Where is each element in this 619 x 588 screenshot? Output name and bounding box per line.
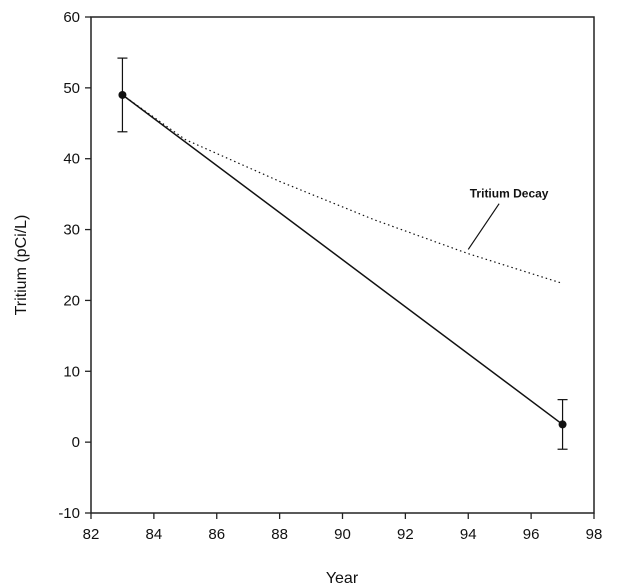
annotation-pointer (467, 203, 500, 250)
series-layer (117, 57, 568, 450)
decay-curve-line (122, 94, 563, 284)
x-axis: 82 84 86 88 90 92 94 96 98 (83, 513, 603, 543)
y-tick-label: 0 (72, 434, 80, 451)
x-tick-label: 94 (460, 526, 477, 543)
x-tick-label: 98 (586, 526, 603, 543)
x-tick-label: 82 (83, 526, 100, 543)
x-tick-label: 84 (146, 526, 163, 543)
x-tick-label: 90 (334, 526, 351, 543)
annotation-layer: Tritium Decay (467, 187, 549, 250)
x-tick-label: 86 (208, 526, 225, 543)
y-tick-label: 20 (63, 292, 80, 309)
y-tick-label: 50 (63, 80, 80, 97)
y-tick-label: 40 (63, 151, 80, 168)
y-axis-label: Tritium (pCi/L) (13, 215, 30, 316)
annotation-label: Tritium Decay (470, 187, 549, 201)
x-tick-label: 92 (397, 526, 414, 543)
y-tick-label: 30 (63, 222, 80, 239)
x-tick-label: 96 (523, 526, 540, 543)
data-point (558, 420, 567, 429)
x-tick-label: 88 (271, 526, 288, 543)
y-tick-label: 60 (63, 9, 80, 26)
y-tick-label: 10 (63, 363, 80, 380)
x-axis-label: Year (326, 570, 359, 587)
y-axis: 60 50 40 30 20 10 0 -10 (58, 9, 91, 522)
measured-trend-line (121, 94, 564, 426)
plot-area-frame (90, 16, 595, 514)
y-tick-label: -10 (58, 505, 80, 522)
